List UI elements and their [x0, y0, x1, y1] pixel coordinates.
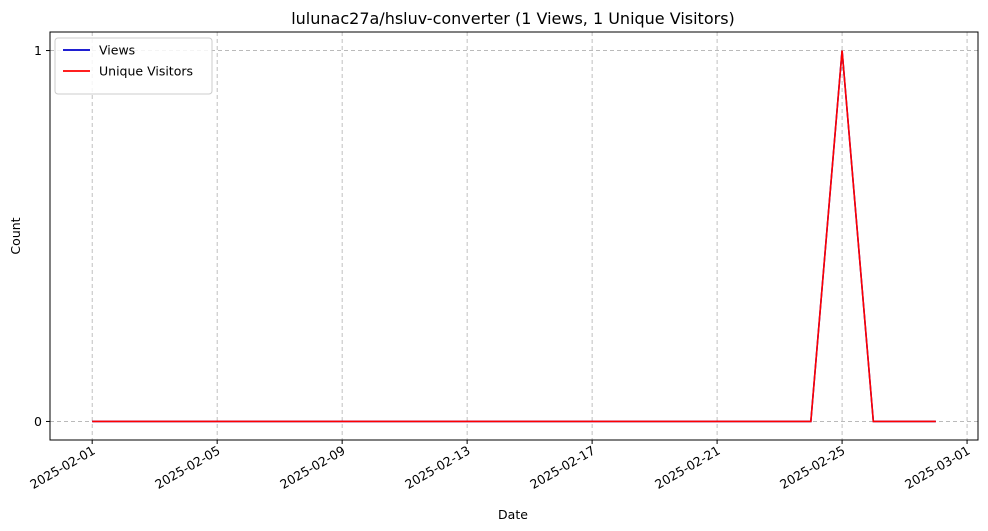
legend-box: [54, 37, 213, 95]
series-line-unique-visitors: [92, 50, 936, 423]
chart-title: lulunac27a/hsluv-converter (1 Views, 1 U…: [291, 9, 735, 28]
legend: Views Unique Visitors: [54, 37, 213, 95]
legend-label: Unique Visitors: [99, 64, 193, 79]
y-tick-label: 1: [34, 43, 42, 58]
x-axis-label: Date: [498, 507, 528, 522]
legend-label: Views: [99, 43, 135, 58]
y-tick-label: 0: [34, 414, 42, 429]
series-lines: [92, 50, 936, 423]
plot-area-frame: [49, 31, 979, 441]
y-axis-label: Count: [8, 217, 23, 254]
